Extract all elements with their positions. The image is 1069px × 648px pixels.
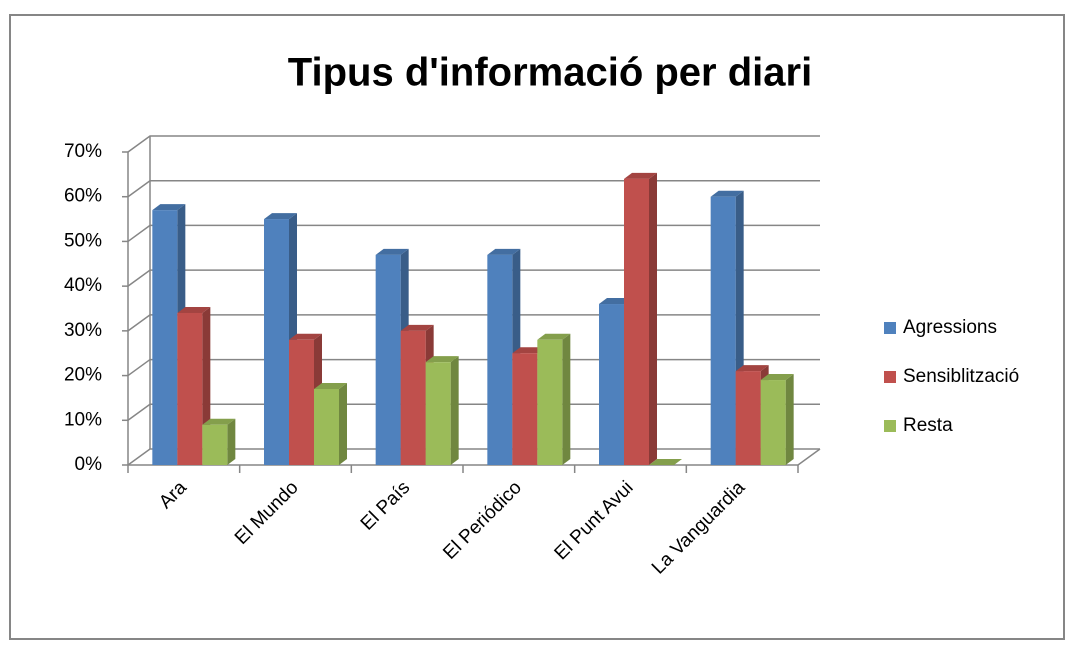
bar-top [624, 172, 657, 179]
y-tick-label: 70% [64, 141, 102, 162]
bar-front [202, 424, 228, 465]
bar-front [177, 312, 203, 465]
bar-top [400, 324, 434, 331]
bar-top [537, 333, 571, 340]
grid-line [127, 179, 820, 198]
bar-front [487, 254, 513, 465]
bar-front [537, 339, 563, 465]
bar-side [649, 172, 657, 466]
bar-top [202, 418, 236, 425]
legend-swatch [884, 371, 896, 383]
bar [649, 459, 682, 465]
bar-front [425, 362, 451, 465]
bar-top [487, 248, 521, 255]
bar-front [735, 371, 761, 465]
bar-top [264, 213, 297, 220]
legend-label: Agressions [903, 317, 997, 338]
grid-line [127, 224, 820, 243]
bar-top [177, 306, 211, 313]
grid-line [127, 135, 820, 153]
grid-line [127, 448, 820, 466]
bar [760, 374, 794, 465]
y-tick-label: 40% [64, 275, 102, 296]
bar-front [152, 210, 178, 465]
y-tick-label: 10% [64, 409, 102, 430]
bar-side [339, 382, 347, 465]
bar-front [289, 339, 314, 465]
bar [425, 356, 459, 465]
bar-front [624, 178, 649, 466]
grid-line [127, 358, 820, 377]
bar-top [425, 356, 459, 363]
bar-front [314, 388, 339, 465]
bar-side [450, 356, 459, 465]
y-tick-label: 50% [64, 230, 102, 251]
bar [710, 190, 744, 465]
legend-label: Resta [903, 415, 953, 436]
bar-top [710, 190, 744, 197]
bar-top [152, 204, 186, 211]
bar-front [760, 380, 786, 465]
bar-top [512, 347, 546, 354]
bar [314, 382, 347, 465]
bar-front [710, 196, 736, 465]
bar-top [735, 365, 769, 372]
bar [537, 333, 571, 465]
bar [624, 172, 657, 466]
bar-side [785, 374, 794, 465]
bar-top [314, 382, 347, 389]
y-tick-label: 20% [64, 365, 102, 386]
legend-swatch [884, 322, 896, 334]
bar-top [649, 459, 682, 465]
y-tick-label: 60% [64, 186, 102, 207]
bar-front [375, 254, 401, 465]
bar-front [264, 219, 289, 465]
bar-top [289, 333, 322, 340]
bar-top [760, 374, 794, 381]
bar-front [400, 330, 426, 465]
grid-line [127, 403, 820, 421]
chart-title: Tipus d'informació per diari [288, 51, 812, 95]
bar-side [227, 418, 236, 465]
bar-front [512, 353, 538, 465]
bar [202, 418, 236, 465]
bar-top [375, 248, 409, 255]
y-tick-label: 0% [75, 454, 103, 475]
bar-front [599, 304, 624, 465]
legend-swatch [884, 420, 896, 432]
grid-line [127, 314, 820, 332]
legend-label: Sensiblització [903, 366, 1019, 387]
bar-top [599, 298, 632, 305]
bar-side [562, 333, 571, 465]
grid-line [127, 269, 820, 287]
y-tick-label: 30% [64, 320, 102, 341]
